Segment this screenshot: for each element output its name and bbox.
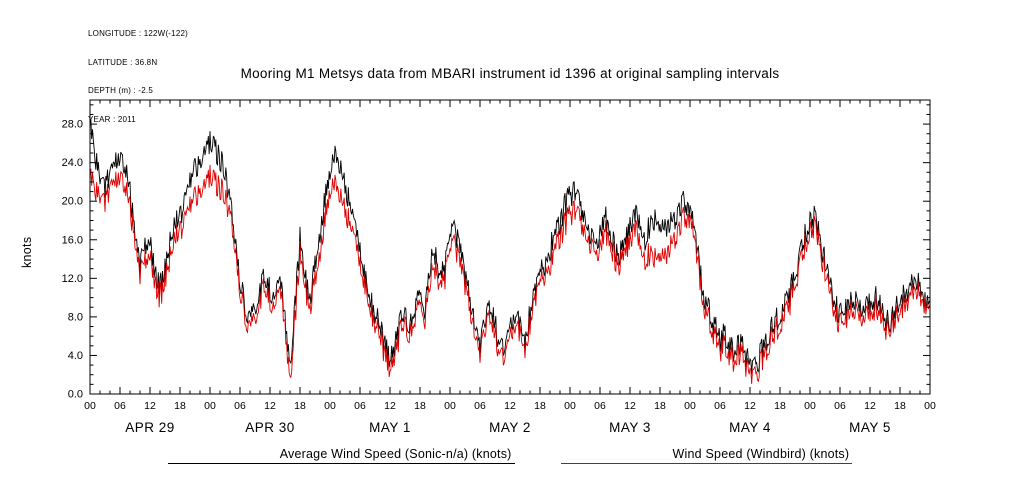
svg-text:06: 06 (474, 400, 486, 412)
svg-text:8.0: 8.0 (68, 311, 83, 323)
svg-text:20.0: 20.0 (62, 196, 83, 208)
svg-text:24.0: 24.0 (62, 157, 83, 169)
svg-text:MAY 4: MAY 4 (729, 420, 771, 435)
svg-text:00: 00 (564, 400, 576, 412)
svg-text:00: 00 (804, 400, 816, 412)
legend: Average Wind Speed (Sonic-n/a) (knots) W… (90, 447, 930, 464)
legend-label-windbird: Wind Speed (Windbird) (knots) (672, 447, 850, 461)
svg-text:18: 18 (654, 400, 666, 412)
metadata-longitude: LONGITUDE : 122W(-122) (88, 29, 188, 38)
svg-text:18: 18 (534, 400, 546, 412)
svg-text:18: 18 (894, 400, 906, 412)
svg-text:00: 00 (444, 400, 456, 412)
svg-text:00: 00 (924, 400, 936, 412)
svg-text:12: 12 (864, 400, 876, 412)
metadata-latitude: LATITUDE : 36.8N (88, 57, 158, 67)
svg-text:MAY 5: MAY 5 (849, 420, 891, 435)
svg-text:12: 12 (624, 400, 636, 412)
legend-label-sonic: Average Wind Speed (Sonic-n/a) (knots) (279, 447, 512, 461)
svg-text:12: 12 (264, 400, 276, 412)
svg-text:12.0: 12.0 (62, 273, 83, 285)
svg-text:00: 00 (684, 400, 696, 412)
svg-text:06: 06 (354, 400, 366, 412)
svg-text:MAY 2: MAY 2 (489, 420, 531, 435)
svg-text:4.0: 4.0 (68, 350, 83, 362)
legend-item-windbird: Wind Speed (Windbird) (knots) (560, 447, 853, 464)
svg-text:06: 06 (834, 400, 846, 412)
svg-text:00: 00 (84, 400, 96, 412)
legend-item-sonic: Average Wind Speed (Sonic-n/a) (knots) (167, 447, 515, 464)
svg-text:APR 29: APR 29 (125, 420, 175, 435)
svg-text:12: 12 (744, 400, 756, 412)
svg-text:18: 18 (294, 400, 306, 412)
metadata-block: LONGITUDE : 122W(-122) LATITUDE : 36.8N … (88, 10, 188, 143)
svg-text:16.0: 16.0 (62, 234, 83, 246)
svg-text:18: 18 (174, 400, 186, 412)
svg-text:APR 30: APR 30 (245, 420, 295, 435)
chart-title: Mooring M1 Metsys data from MBARI instru… (240, 66, 780, 81)
svg-text:MAY 1: MAY 1 (369, 420, 411, 435)
svg-text:MAY 3: MAY 3 (609, 420, 651, 435)
svg-text:06: 06 (234, 400, 246, 412)
svg-text:12: 12 (384, 400, 396, 412)
svg-text:00: 00 (204, 400, 216, 412)
metadata-year: YEAR : 2011 (88, 114, 136, 124)
svg-text:00: 00 (324, 400, 336, 412)
svg-text:18: 18 (414, 400, 426, 412)
svg-text:06: 06 (714, 400, 726, 412)
svg-text:12: 12 (504, 400, 516, 412)
svg-text:0.0: 0.0 (68, 389, 83, 401)
metadata-depth: DEPTH (m) : -2.5 (88, 86, 153, 95)
svg-text:28.0: 28.0 (62, 119, 83, 131)
svg-text:06: 06 (114, 400, 126, 412)
svg-text:12: 12 (144, 400, 156, 412)
svg-text:06: 06 (594, 400, 606, 412)
svg-text:18: 18 (774, 400, 786, 412)
